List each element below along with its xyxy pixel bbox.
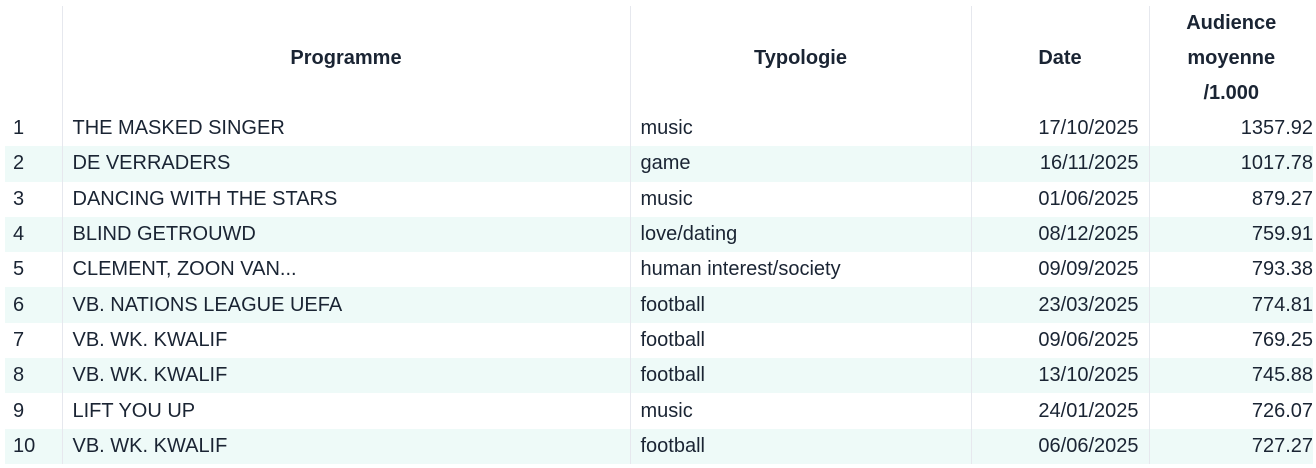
table-row: 1 THE MASKED SINGER music 17/10/2025 1357.92: [5, 111, 1313, 147]
cell-programme: DANCING WITH THE STARS: [61, 181, 630, 217]
table-row: 8 VB. WK. KWALIF football 13/10/2025 745.88: [5, 358, 1313, 394]
cell-typologie: human interest/society: [629, 252, 971, 288]
cell-date: 23/03/2025: [970, 287, 1149, 323]
cell-typologie: football: [629, 358, 971, 394]
cell-typologie: music: [629, 181, 971, 217]
cell-audience: 774.81: [1148, 287, 1313, 323]
cell-row-index: 9: [13, 399, 25, 422]
cell-audience: 727.27: [1148, 428, 1313, 464]
header-row: Programme Typologie Date Audience moyenne /…: [5, 6, 1313, 111]
column-header-row-index[interactable]: [5, 6, 62, 111]
cell-typologie: music: [629, 393, 971, 429]
cell-row-index: 7: [13, 328, 25, 351]
cell-audience: 1357.92: [1148, 111, 1313, 147]
cell-audience: 759.91: [1148, 216, 1313, 253]
cell-audience: 879.27: [1148, 181, 1313, 217]
cell-typologie: football: [629, 428, 971, 464]
cell-typologie: football: [629, 287, 971, 323]
cell-programme: THE MASKED SINGER: [61, 111, 630, 147]
cell-audience: 793.38: [1148, 252, 1313, 288]
cell-row-index: 3: [13, 187, 25, 210]
cell-programme: VB. WK. KWALIF: [61, 428, 630, 464]
cell-date: 17/10/2025: [970, 111, 1149, 147]
cell-audience: 726.07: [1148, 393, 1313, 429]
cell-date: 08/12/2025: [970, 216, 1149, 253]
audience-table: Programme Typologie Date Audience moyenne /…: [5, 6, 1313, 464]
cell-typologie: music: [629, 111, 971, 147]
table-row: 9 LIFT YOU UP music 24/01/2025 726.07: [5, 393, 1313, 429]
cell-date: 13/10/2025: [970, 358, 1149, 394]
cell-row-index: 1: [13, 117, 25, 140]
cell-programme: DE VERRADERS: [61, 146, 630, 182]
table-row: 3 DANCING WITH THE STARS music 01/06/2025 87…: [5, 181, 1313, 217]
cell-row-index: 4: [5, 216, 62, 253]
cell-typologie: football: [629, 322, 971, 359]
cell-date: 09/06/2025: [970, 322, 1149, 359]
cell-programme: CLEMENT, ZOON VAN...: [61, 252, 630, 288]
cell-audience: 745.88: [1148, 358, 1313, 394]
cell-date: 01/06/2025: [970, 181, 1149, 217]
table-row: 7 VB. WK. KWALIF football 09/06/2025 769.25: [5, 322, 1313, 359]
table-row: 2 DE VERRADERS game 16/11/2025 1017.78: [5, 146, 1313, 182]
cell-date: 06/06/2025: [970, 428, 1149, 464]
cell-row-index: 6: [5, 287, 62, 323]
cell-date: 24/01/2025: [970, 393, 1149, 429]
cell-typologie: love/dating: [629, 216, 971, 253]
column-header-date[interactable]: Date: [970, 6, 1149, 111]
cell-typologie: game: [629, 146, 971, 182]
cell-date: 09/09/2025: [970, 252, 1149, 288]
cell-audience: 769.25: [1148, 322, 1313, 359]
table-row: 5 CLEMENT, ZOON VAN... human interest/soci…: [5, 252, 1313, 288]
cell-row-index: 10: [5, 428, 62, 464]
cell-programme: LIFT YOU UP: [61, 393, 630, 429]
cell-programme: VB. WK. KWALIF: [61, 322, 630, 359]
cell-row-index: 8: [5, 358, 62, 394]
cell-audience: 1017.78: [1148, 146, 1313, 182]
cell-programme: BLIND GETROUWD: [61, 216, 630, 253]
table-row: 4 BLIND GETROUWD love/dating 08/12/2025 759.…: [5, 216, 1313, 253]
cell-row-index: 5: [13, 258, 25, 281]
cell-programme: VB. NATIONS LEAGUE UEFA: [61, 287, 630, 323]
column-header-typologie[interactable]: Typologie: [629, 6, 971, 111]
column-header-programme[interactable]: Programme: [61, 6, 630, 111]
table-row: 6 VB. NATIONS LEAGUE UEFA football 23/03/20…: [5, 287, 1313, 323]
column-header-audience[interactable]: Audience moyenne /1.000: [1148, 6, 1313, 111]
table-row: 10 VB. WK. KWALIF football 06/06/2025 727.27: [5, 428, 1313, 464]
cell-row-index: 2: [5, 146, 62, 182]
cell-date: 16/11/2025: [970, 146, 1149, 182]
cell-programme: VB. WK. KWALIF: [61, 358, 630, 394]
